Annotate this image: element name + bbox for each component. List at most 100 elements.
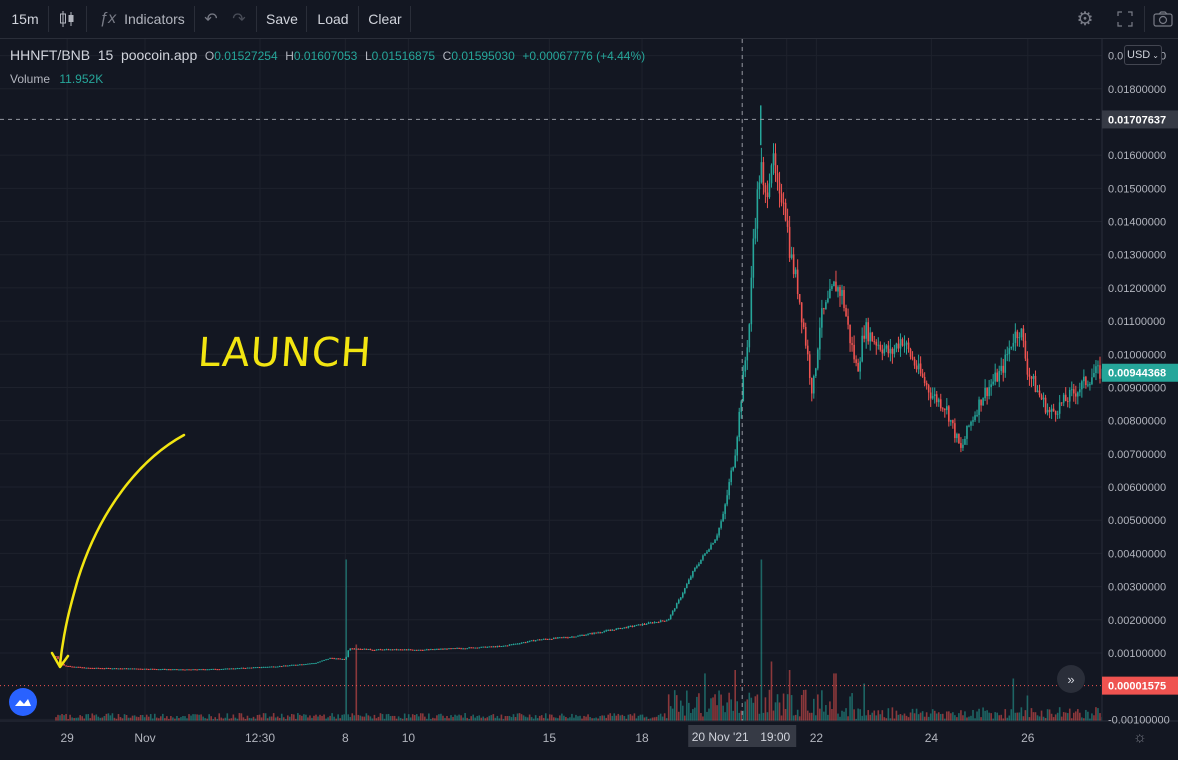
candle-body [873,341,876,343]
candle-body [1072,389,1075,394]
tradingview-logo[interactable] [9,688,37,716]
candle-body [448,648,450,650]
volume-bar [960,710,962,721]
volume-bar [903,713,906,721]
volume-bar [125,715,128,721]
candle-body [815,368,817,377]
interval-button[interactable]: 15m [11,11,39,27]
open-key: O [204,49,215,63]
candle-body [192,669,194,671]
crosshair-price-label: 0.01707637 [1108,114,1166,126]
volume-bar [192,714,194,721]
candles-icon[interactable] [52,0,82,38]
candle-body [871,332,874,342]
candle-body [377,649,380,651]
symbol-name[interactable]: HHNFT/BNB [10,47,91,63]
candle-body [869,332,872,342]
save-button[interactable]: Save [266,11,298,27]
candle-body [772,153,775,166]
volume-bar [212,718,215,721]
candle-body [440,648,442,650]
volume-bar [196,714,198,721]
candle-body [97,667,100,669]
settings-gear-icon[interactable]: ⚙ [1076,8,1094,30]
volume-bar [831,709,833,721]
currency-selector[interactable]: USD ⌄ [1124,45,1162,65]
time-axis[interactable]: 29 Nov 12:30 8 10 15 18 22 24 26 20 Nov '21 19:00 [60,725,1035,747]
candle-body [151,668,154,670]
candle-body [746,347,749,361]
price-candles [55,105,1103,671]
volume-bar [734,670,736,721]
candle-body [651,622,654,624]
volume-bar [1044,717,1047,721]
volume-bar [117,714,120,721]
volume-bar [700,712,702,721]
candle-body [371,649,374,651]
volume-bar [887,708,890,721]
axis-settings-icon[interactable]: ☼ [1133,729,1147,746]
volume-bar [305,714,307,721]
volume-bar [647,718,650,721]
volume-bar [438,714,440,721]
candle-body [730,470,732,483]
candle-body [139,668,142,670]
volume-bar [677,711,680,721]
volume-bar [1028,717,1031,721]
volume-bar [252,716,255,721]
candle-body [293,664,295,666]
candle-body [391,649,394,651]
candle-body [752,238,755,278]
volume-bar [974,718,976,721]
volume-bar [623,716,626,721]
candle-body [553,637,555,640]
volume-bar [238,713,241,721]
volume-legend: Volume 11.952K [10,72,103,86]
fullscreen-icon[interactable] [1112,0,1138,38]
candle-body [268,666,271,668]
candle-body [964,438,966,445]
candle-body [684,588,686,594]
candle-body [389,649,392,651]
chart-grid [0,39,1102,721]
volume-bar [911,708,914,721]
candle-body [597,632,599,634]
candle-body [331,657,333,659]
scroll-to-realtime-button[interactable]: » [1057,665,1085,693]
volume-bar [601,715,603,721]
volume-bar [966,717,968,721]
volume-bar [542,717,545,721]
candle-body [593,632,595,634]
candle-body [625,627,628,629]
volume-bar [428,713,430,721]
volume-bar [105,713,108,721]
candle-body [494,646,497,648]
load-button[interactable]: Load [317,11,349,27]
volume-bar [77,717,79,721]
redo-icon[interactable]: ↷ [232,11,246,28]
volume-bar [593,718,595,721]
candle-body [278,666,281,668]
volume-bar [490,715,493,721]
candle-body [313,663,315,665]
volume-bar [996,712,998,721]
volume-bar [571,713,573,721]
indicators-button[interactable]: ƒx Indicators [92,0,192,38]
low-value: 0.01516875 [371,49,436,63]
volume-bar [115,718,118,721]
volume-bar [242,717,245,721]
undo-icon[interactable]: ↶ [204,11,218,28]
volume-bar [383,718,386,721]
volume-bar [280,713,283,721]
candle-body [428,649,430,651]
volume-bar [690,712,692,721]
clear-button[interactable]: Clear [368,11,402,27]
camera-icon[interactable] [1150,0,1176,38]
price-tick-label: 0.00200000 [1108,615,1166,627]
candle-body [919,363,922,374]
price-axis[interactable]: 0.019000000.018000000.016000000.01500000… [1108,51,1170,727]
price-chart[interactable]: 0.019000000.018000000.016000000.01500000… [0,39,1178,760]
price-tick-label: 0.01600000 [1108,150,1166,162]
volume-bar [827,714,829,721]
volume-bar [821,690,823,721]
